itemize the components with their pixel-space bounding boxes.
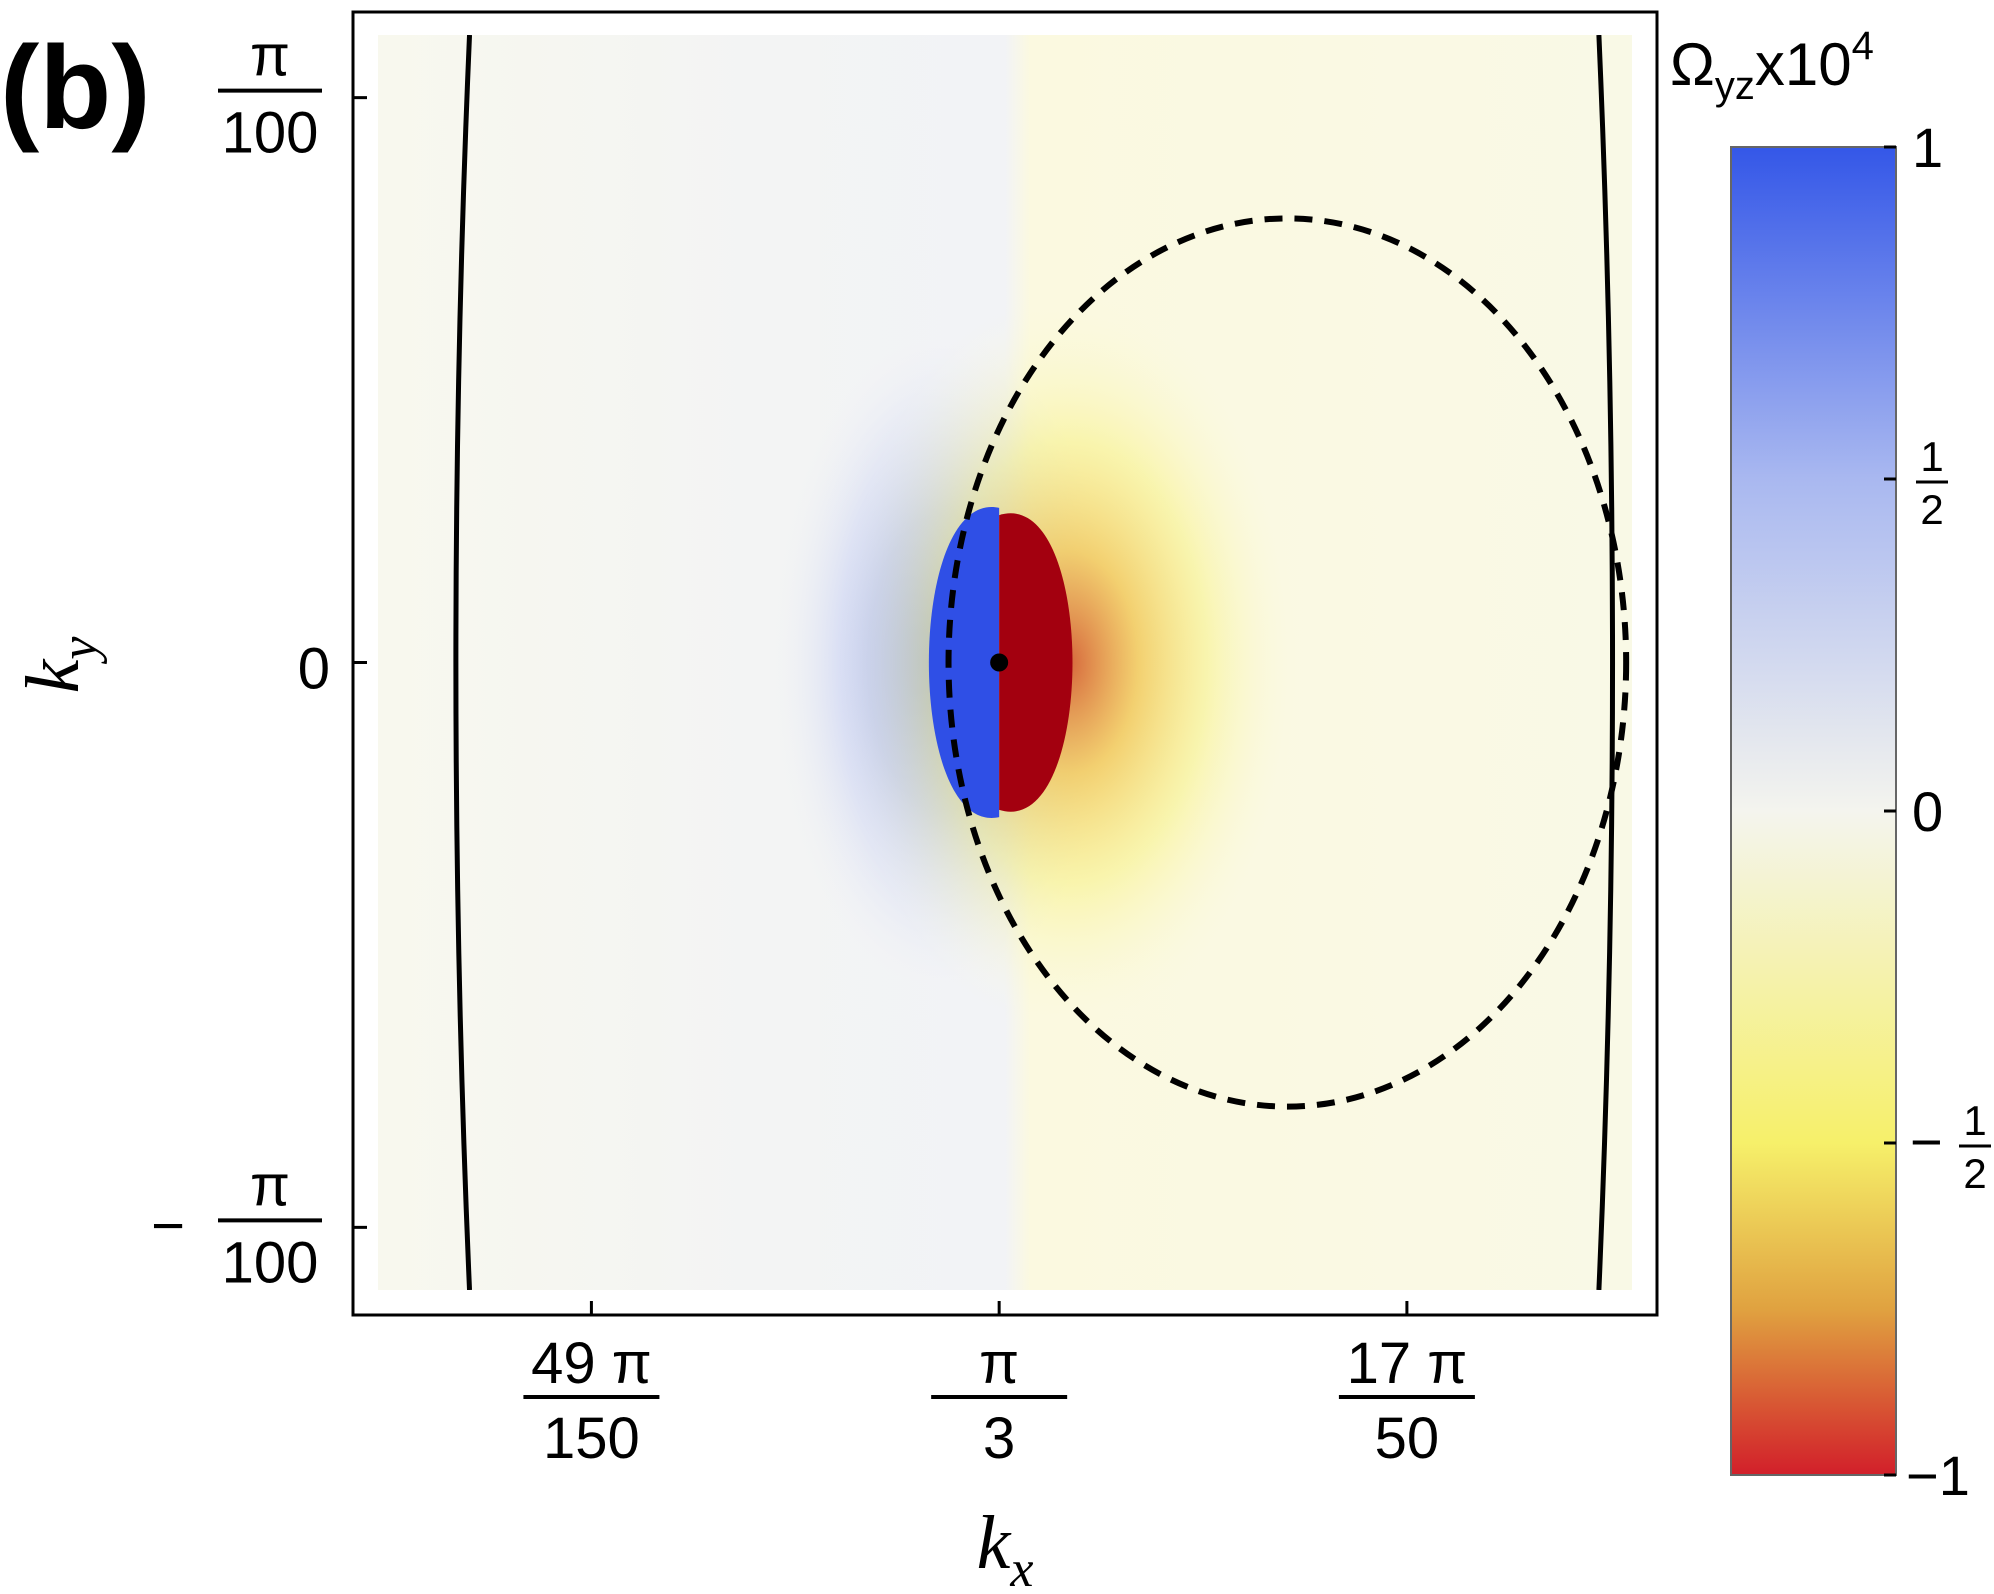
- y-axis-label: ky: [11, 636, 108, 694]
- panel-label: (b): [0, 22, 151, 154]
- dashed-ellipse-contour: [945, 215, 1630, 1110]
- colorbar-tick-label: 1: [1912, 116, 1943, 179]
- y-axis-label-main: k: [11, 658, 95, 693]
- x-tick-denominator: 150: [543, 1406, 640, 1471]
- positive-lobe: [928, 507, 1000, 818]
- colorbar-tick-label: −1: [1906, 1444, 1970, 1507]
- colorbar-tick-numerator: 1: [1920, 433, 1943, 480]
- y-tick-sign: −: [151, 1193, 185, 1258]
- negative-lobe: [999, 513, 1073, 812]
- y-tick-numerator: π: [250, 24, 290, 89]
- colorbar-title-exponent: 4: [1852, 24, 1874, 68]
- heatmap-field: [378, 35, 1632, 1290]
- x-axis-label-main: k: [977, 1501, 1012, 1585]
- x-axis-ticks: 49 π 150 π 3 17 π 50: [523, 1301, 1475, 1471]
- x-axis-label: kx: [977, 1501, 1034, 1594]
- center-point-marker: [990, 653, 1009, 672]
- colorbar-title-subscript: yz: [1715, 64, 1755, 108]
- x-tick-numerator: 49 π: [531, 1331, 652, 1396]
- y-tick-denominator: 100: [222, 101, 319, 166]
- colorbar-scale: [1730, 146, 1897, 1476]
- x-tick-denominator: 50: [1375, 1406, 1440, 1471]
- y-tick-numerator: π: [250, 1153, 290, 1218]
- colorbar-tick-numerator: 1: [1963, 1097, 1986, 1144]
- left-solid-contour: [453, 35, 473, 1290]
- x-axis-label-subscript: x: [1009, 1541, 1033, 1594]
- colorbar-tick-label: 0: [1912, 780, 1943, 843]
- colorbar-tick-sign: −: [1910, 1110, 1943, 1173]
- right-solid-contour: [1596, 35, 1616, 1290]
- x-tick-denominator: 3: [983, 1406, 1015, 1471]
- x-tick-numerator: 17 π: [1347, 1331, 1468, 1396]
- colorbar-title-suffix: x10: [1755, 31, 1852, 98]
- colorbar-title: Ωyzx104: [1670, 24, 1874, 108]
- y-tick-label: 0: [298, 637, 330, 702]
- colorbar-title-symbol: Ω: [1670, 31, 1715, 98]
- y-tick-denominator: 100: [222, 1230, 319, 1295]
- y-axis-label-subscript: y: [51, 636, 108, 665]
- colorbar-tick-denominator: 2: [1963, 1150, 1986, 1197]
- colorbar-tick-denominator: 2: [1920, 486, 1943, 533]
- x-tick-numerator: π: [979, 1331, 1019, 1396]
